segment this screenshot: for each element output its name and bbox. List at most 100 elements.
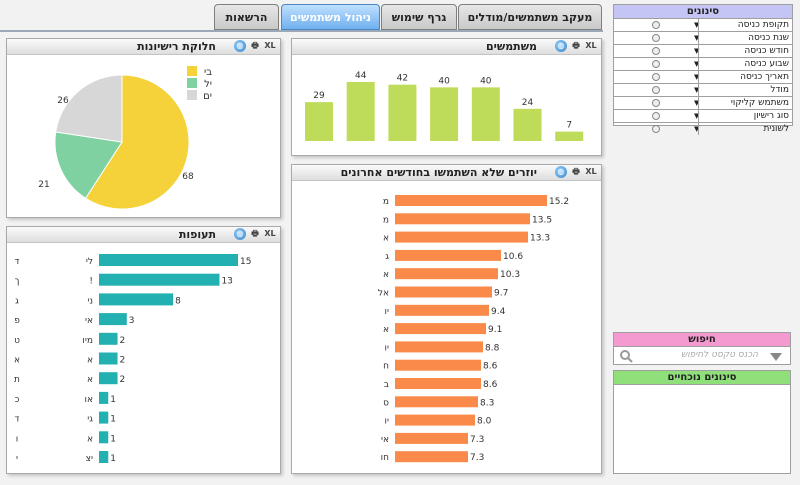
dropdown-arrow-icon[interactable]: ▼	[694, 125, 700, 133]
users-bar-label-1: 44	[355, 71, 367, 81]
periods-category-10: יצ	[86, 454, 93, 464]
globe-icon[interactable]: ◍	[555, 166, 567, 178]
dropdown-arrow-icon[interactable]: ▼	[694, 47, 700, 55]
filter-label: חודש כניסה	[744, 46, 789, 56]
filter-radio[interactable]	[652, 34, 660, 42]
tab-3[interactable]: הרשאות	[214, 4, 279, 30]
tab-2[interactable]: ניהול משתמשים	[281, 4, 380, 30]
column-divider	[698, 110, 699, 122]
periods-left-label-5: א	[14, 356, 20, 366]
periods-left-label-9: ו	[16, 434, 18, 444]
filters-box: סינונים תקופת כניסה ▼ שנת כניסה ▼ חודש כניסה…	[613, 4, 793, 135]
filter-row[interactable]: שבוע כניסה ▼	[614, 58, 792, 71]
globe-icon[interactable]: ◍	[234, 228, 246, 240]
periods-category-9: א	[87, 434, 93, 444]
dropdown-arrow-icon[interactable]: ▼	[694, 34, 700, 42]
dropdown-arrow-icon[interactable]: ▼	[694, 60, 700, 68]
legend-item-2: ים	[203, 91, 212, 102]
inactive-bar-label-1: 13.5	[532, 215, 552, 225]
search-input[interactable]: הכנס טקסט לחיפוש	[614, 347, 790, 366]
inactive-category-6: יו	[385, 307, 389, 317]
periods-category-2: ני	[87, 296, 93, 306]
filters-list: תקופת כניסה ▼ שנת כניסה ▼ חודש כניסה ▼ שבוע כנ…	[614, 19, 792, 135]
filter-row[interactable]: מודל ▼	[614, 84, 792, 97]
pie-label-2: 26	[57, 96, 69, 106]
periods-left-label-1: ך	[15, 277, 20, 287]
current-filters-box: סינונים נוכחיים	[613, 370, 791, 474]
filter-row[interactable]: סוג רישיון ▼	[614, 110, 792, 123]
excel-icon[interactable]: XL	[264, 41, 276, 50]
inactive-bar-6	[395, 304, 489, 316]
periods-bar-3	[99, 313, 127, 326]
inactive-bar-label-2: 13.3	[530, 234, 550, 244]
periods-bar-label-5: 2	[120, 356, 126, 366]
filter-radio[interactable]	[652, 60, 660, 68]
legend-swatch-2	[187, 90, 197, 100]
print-icon[interactable]: 🖶	[251, 41, 259, 50]
excel-icon[interactable]: XL	[585, 167, 597, 176]
users-bar-0	[305, 102, 333, 141]
excel-icon[interactable]: XL	[585, 41, 597, 50]
filter-label: תאריך כניסה	[740, 72, 789, 82]
inactive-category-4: א	[383, 270, 389, 280]
filter-row[interactable]: לשונית ▼	[614, 123, 792, 135]
current-filters-header: סינונים נוכחיים	[614, 371, 790, 385]
periods-category-6: א	[87, 375, 93, 385]
filter-radio[interactable]	[652, 73, 660, 81]
inactive-bar-11	[395, 396, 478, 408]
excel-icon[interactable]: XL	[264, 229, 276, 238]
periods-left-label-6: ת	[14, 375, 20, 385]
filter-radio[interactable]	[652, 125, 660, 133]
users-panel-header: משתמשים ◍ 🖶 XL	[292, 39, 601, 55]
print-icon[interactable]: 🖶	[572, 167, 580, 176]
dropdown-arrow-icon[interactable]: ▼	[694, 73, 700, 81]
inactive-bar-label-14: 7.3	[470, 453, 484, 463]
inactive-bar-2	[395, 231, 528, 243]
globe-icon[interactable]: ◍	[234, 40, 246, 52]
users-title: משתמשים	[485, 40, 537, 53]
inactive-bar-label-6: 9.4	[491, 307, 506, 317]
inactive-bar-label-12: 8.0	[477, 417, 492, 427]
filter-radio[interactable]	[652, 86, 660, 94]
filter-row[interactable]: שנת כניסה ▼	[614, 32, 792, 45]
filter-row[interactable]: תאריך כניסה ▼	[614, 71, 792, 84]
dropdown-arrow-icon[interactable]: ▼	[694, 21, 700, 29]
filter-row[interactable]: חודש כניסה ▼	[614, 45, 792, 58]
print-icon[interactable]: 🖶	[572, 41, 580, 50]
filter-label: שבוע כניסה	[744, 59, 789, 69]
filter-radio[interactable]	[652, 99, 660, 107]
globe-icon[interactable]: ◍	[555, 40, 567, 52]
filter-row[interactable]: משתמש קליקוי ▼	[614, 97, 792, 110]
chevron-down-icon[interactable]	[770, 353, 782, 361]
periods-bar-label-3: 3	[129, 316, 135, 326]
print-icon[interactable]: 🖶	[251, 229, 259, 238]
tab-1[interactable]: גרף שימוש	[381, 4, 457, 30]
licenses-title: חלוקת רישיונות	[137, 40, 216, 53]
dropdown-arrow-icon[interactable]: ▼	[694, 99, 700, 107]
dropdown-arrow-icon[interactable]: ▼	[694, 112, 700, 120]
periods-bar-label-6: 2	[120, 375, 126, 385]
periods-bar-1	[99, 273, 220, 286]
inactive-bar-9	[395, 359, 481, 371]
tab-0[interactable]: מעקב משתמשים/מודלים	[458, 4, 602, 30]
filter-radio[interactable]	[652, 21, 660, 29]
users-panel-icons: ◍ 🖶 XL	[555, 40, 597, 52]
inactive-category-3: ג	[385, 252, 389, 262]
filter-row[interactable]: תקופת כניסה ▼	[614, 19, 792, 32]
filter-label: סוג רישיון	[753, 111, 789, 121]
periods-bar-label-10: 1	[110, 454, 116, 464]
periods-left-label-10: י	[16, 454, 18, 464]
users-bar-6	[555, 131, 584, 141]
pie-slice-2	[55, 74, 123, 143]
dropdown-arrow-icon[interactable]: ▼	[694, 86, 700, 94]
licenses-panel-header: חלוקת רישיונות ◍ 🖶 XL	[7, 39, 280, 55]
filter-radio[interactable]	[652, 47, 660, 55]
periods-bar-4	[99, 332, 118, 345]
periods-category-0: לי	[86, 257, 93, 267]
inactive-users-panel: יוזרים שלא השתמשו בחודשים אחרונים ◍ 🖶 XL 1…	[291, 164, 602, 474]
users-bar-label-2: 42	[397, 74, 408, 84]
legend-item-1: יל	[204, 79, 212, 90]
filter-radio[interactable]	[652, 112, 660, 120]
tab-underline	[0, 30, 603, 32]
